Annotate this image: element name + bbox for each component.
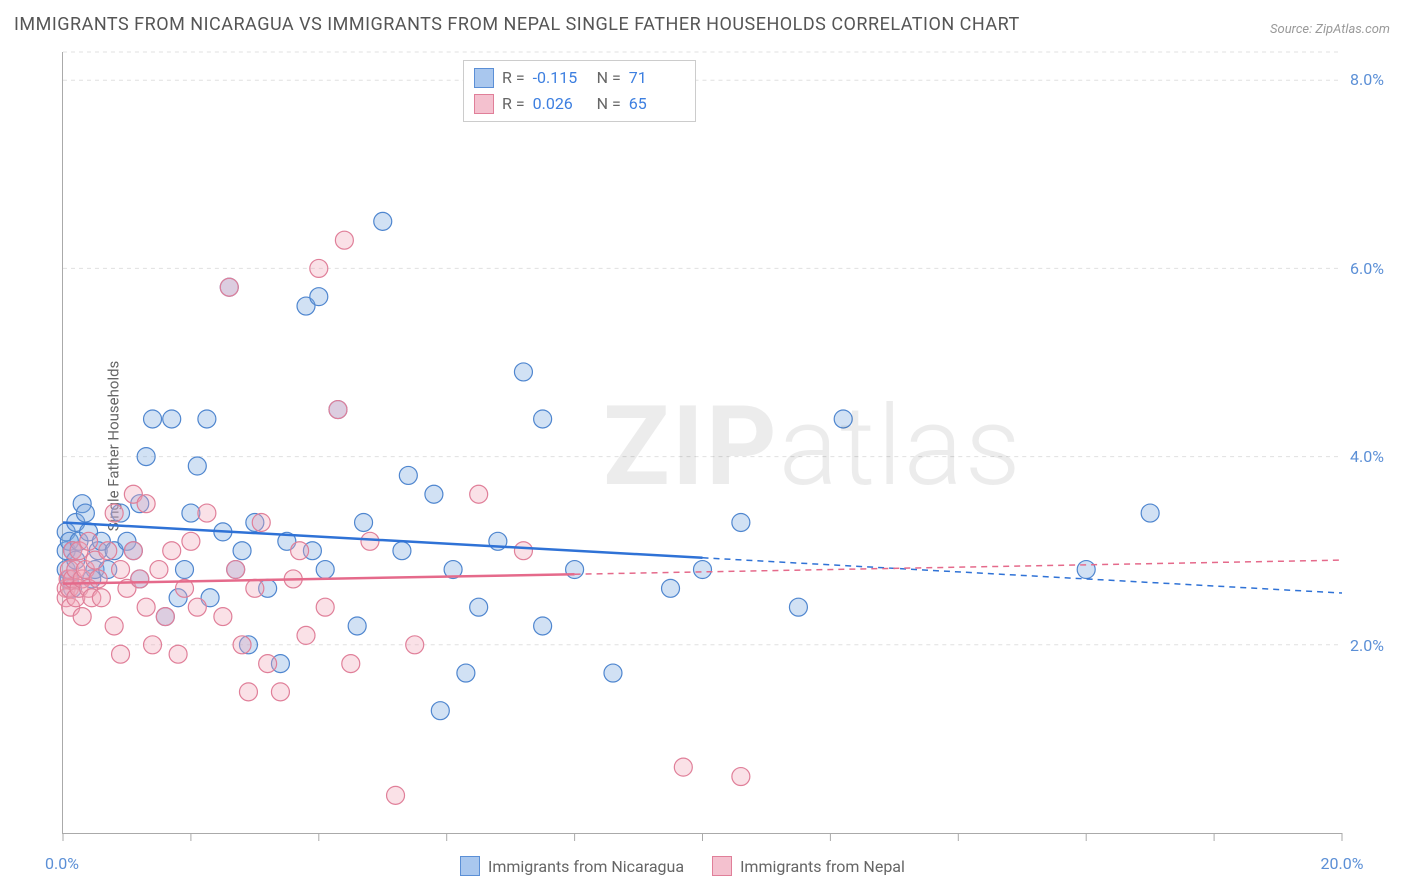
y-tick-label: 6.0% (1350, 259, 1406, 278)
x-tick-label: 0.0% (45, 854, 79, 873)
legend-swatch-icon (460, 856, 480, 876)
x-tick-label: 20.0% (1321, 854, 1364, 873)
legend-row-nepal: R =0.026 N =65 (474, 91, 685, 117)
chart-plot-area: ZIPatlas R =-0.115 N =71 R =0.026 N =65 (62, 52, 1342, 834)
y-tick-label: 8.0% (1350, 70, 1406, 89)
chart-title: IMMIGRANTS FROM NICARAGUA VS IMMIGRANTS … (14, 14, 1020, 35)
legend-swatch-nicaragua (474, 68, 494, 88)
legend-row-nicaragua: R =-0.115 N =71 (474, 65, 685, 91)
y-tick-label: 4.0% (1350, 447, 1406, 466)
legend-item-nicaragua: Immigrants from Nicaragua (460, 856, 684, 876)
series-legend: Immigrants from Nicaragua Immigrants fro… (460, 856, 905, 876)
legend-label: Immigrants from Nepal (740, 857, 905, 876)
legend-swatch-icon (712, 856, 732, 876)
legend-label: Immigrants from Nicaragua (488, 857, 684, 876)
legend-item-nepal: Immigrants from Nepal (712, 856, 905, 876)
correlation-legend: R =-0.115 N =71 R =0.026 N =65 (463, 60, 696, 122)
source-attribution: Source: ZipAtlas.com (1270, 22, 1390, 37)
legend-swatch-nepal (474, 94, 494, 114)
y-tick-label: 2.0% (1350, 636, 1406, 655)
